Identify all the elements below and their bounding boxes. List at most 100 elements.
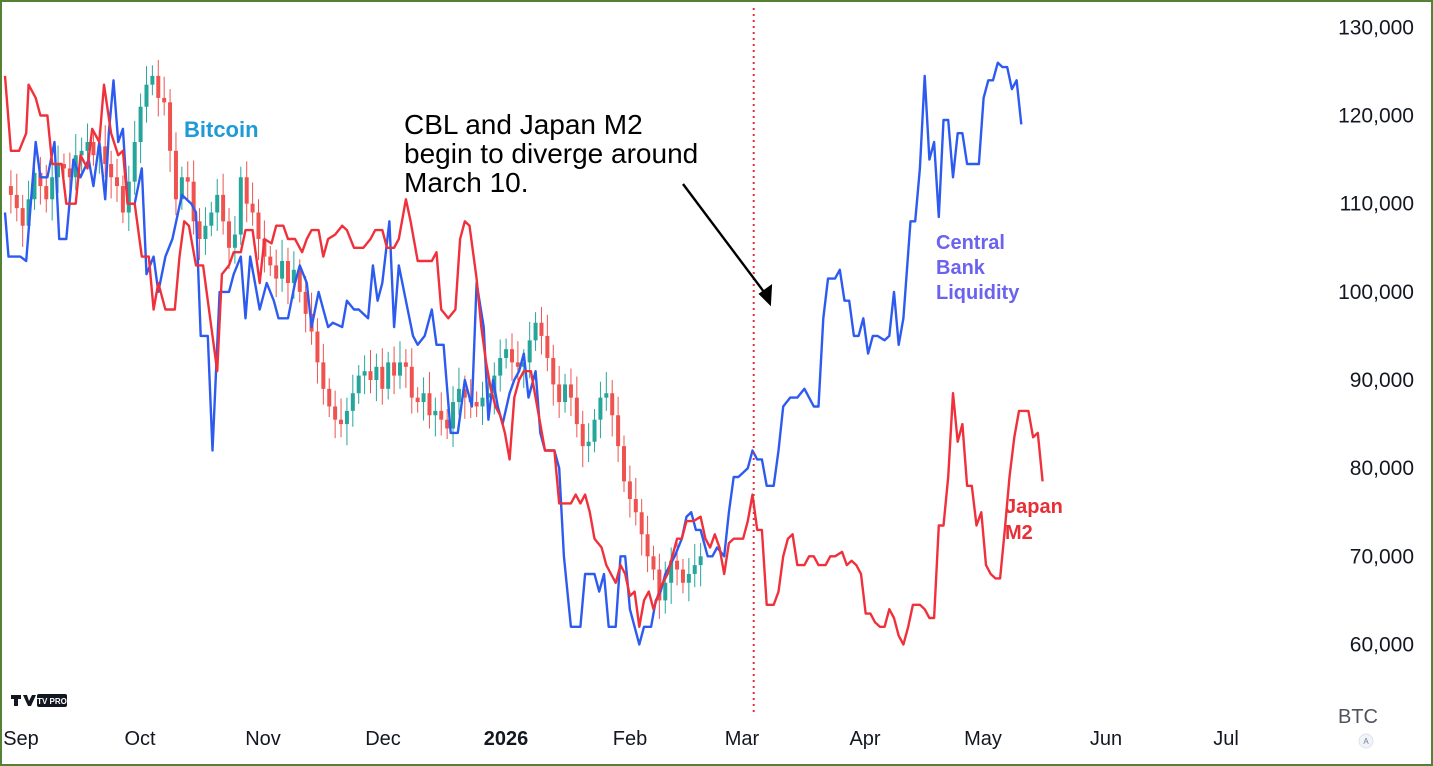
- btc-candle-body: [327, 388, 332, 407]
- btc-candle-body: [120, 186, 125, 213]
- btc-candle-body: [686, 573, 691, 583]
- btc-candle-body: [557, 384, 562, 403]
- btc-candle-body: [698, 556, 703, 566]
- btc-candle-body: [433, 410, 438, 416]
- btc-candle-body: [350, 393, 355, 411]
- btc-candle-body: [439, 410, 444, 420]
- x-tick-label: 2026: [484, 728, 529, 750]
- y-tick-label: 120,000: [1338, 105, 1414, 128]
- series-label: Bank: [936, 257, 986, 279]
- y-tick-label: 80,000: [1350, 457, 1414, 480]
- btc-candle-body: [333, 406, 338, 420]
- y-tick-label: 60,000: [1350, 633, 1414, 656]
- series-label: M2: [1005, 522, 1033, 544]
- btc-candle-body: [38, 172, 43, 187]
- btc-candle-body: [209, 212, 214, 226]
- btc-candle-body: [563, 384, 568, 403]
- annotation-arrow: [682, 183, 771, 301]
- btc-candle-body: [474, 402, 479, 407]
- x-tick-label: Dec: [365, 728, 401, 750]
- bitcoin-candles: [8, 60, 703, 619]
- btc-candle-body: [85, 141, 90, 151]
- btc-candle-body: [315, 331, 320, 363]
- annotation-text: CBL and Japan M2: [404, 109, 643, 140]
- btc-candle-body: [61, 164, 66, 169]
- annotation-text: begin to diverge around: [404, 138, 698, 169]
- btc-candle-body: [168, 102, 173, 151]
- btc-candle-body: [509, 349, 514, 363]
- btc-candle-body: [79, 150, 84, 156]
- btc-candle-body: [132, 141, 137, 182]
- y-tick-label: 130,000: [1338, 16, 1414, 39]
- btc-candle-body: [380, 366, 385, 389]
- btc-candle-body: [580, 424, 585, 447]
- btc-candle-body: [238, 177, 243, 235]
- btc-candle-body: [197, 221, 202, 239]
- btc-candle-body: [244, 177, 249, 204]
- btc-candle-body: [56, 164, 61, 178]
- btc-candle-body: [427, 393, 432, 416]
- btc-candle-body: [339, 419, 344, 425]
- btc-candle-body: [545, 335, 550, 358]
- btc-candle-body: [651, 556, 656, 570]
- btc-candle-body: [403, 362, 408, 367]
- btc-candle-body: [138, 106, 143, 142]
- btc-candle-body: [539, 322, 544, 336]
- x-tick-label: Feb: [613, 728, 647, 750]
- btc-candle-body: [445, 419, 450, 429]
- btc-candle-body: [574, 397, 579, 425]
- btc-candle-body: [8, 186, 13, 195]
- btc-candle-body: [498, 357, 503, 376]
- btc-candle-body: [344, 410, 349, 425]
- btc-candle-body: [227, 221, 232, 248]
- btc-candle-body: [515, 362, 520, 367]
- japan-m2-line: [3, 75, 1044, 646]
- btc-candle-body: [645, 534, 650, 557]
- btc-candle-body: [639, 512, 644, 535]
- btc-candle-body: [627, 481, 632, 500]
- btc-candle-body: [256, 212, 261, 239]
- btc-candle-body: [221, 194, 226, 222]
- annotation-text: March 10.: [404, 167, 529, 198]
- btc-candle-body: [415, 397, 420, 403]
- btc-candle-body: [692, 565, 697, 574]
- btc-candle-body: [280, 261, 285, 279]
- btc-candle-body: [14, 194, 19, 209]
- btc-candle-body: [91, 141, 96, 156]
- btc-candle-body: [103, 146, 108, 165]
- btc-candle-body: [156, 75, 161, 98]
- btc-candle-body: [268, 256, 273, 266]
- x-tick-label: Apr: [849, 728, 880, 750]
- scale-mode-button[interactable]: [1358, 733, 1374, 749]
- btc-candle-body: [462, 388, 467, 398]
- btc-candle-body: [409, 366, 414, 398]
- btc-candle-body: [291, 269, 296, 284]
- btc-candle-body: [67, 168, 72, 178]
- btc-candle-body: [303, 291, 308, 314]
- btc-candle-body: [680, 569, 685, 583]
- x-axis: Sep Oct Nov Dec 2026 Feb Mar Apr May Jun Jul BTC A: [3, 706, 1378, 750]
- y-tick-label: 90,000: [1350, 369, 1414, 392]
- btc-candle-body: [274, 265, 279, 279]
- btc-candle-body: [179, 177, 184, 200]
- series-label: Liquidity: [936, 282, 1020, 304]
- btc-candle-body: [44, 186, 49, 200]
- y-tick-label: 110,000: [1340, 193, 1414, 216]
- btc-candle-body: [480, 397, 485, 407]
- btc-candle-body: [162, 97, 167, 103]
- btc-candle-body: [321, 362, 326, 389]
- btc-candle-body: [26, 199, 31, 226]
- btc-candle-body: [232, 234, 237, 248]
- btc-candle-body: [109, 164, 114, 178]
- btc-candle-body: [356, 375, 361, 394]
- btc-candle-body: [115, 177, 120, 187]
- btc-candle-body: [633, 499, 638, 513]
- btc-candle-body: [297, 269, 302, 292]
- btc-candle-body: [486, 393, 491, 398]
- series-label: Central: [936, 232, 1005, 254]
- symbol-label: BTC: [1338, 706, 1378, 728]
- series-label: Japan: [1005, 496, 1063, 518]
